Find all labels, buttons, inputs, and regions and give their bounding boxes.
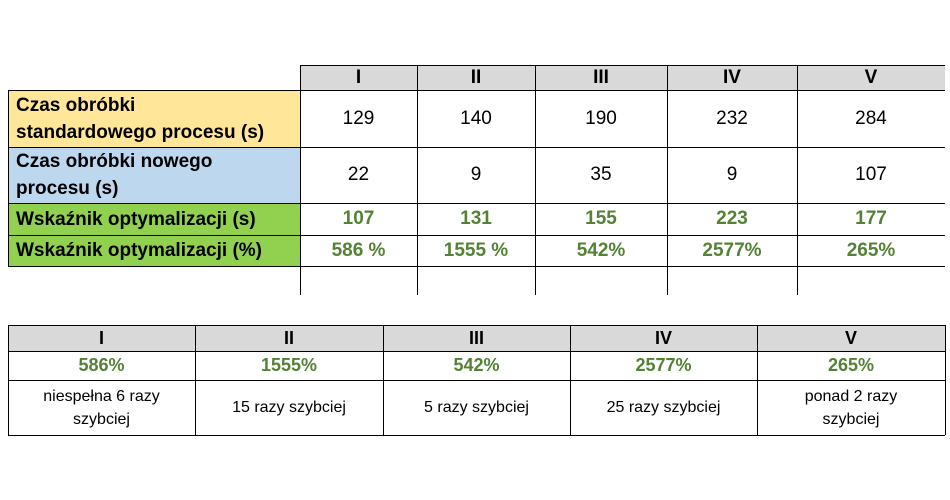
border	[8, 203, 945, 204]
border	[8, 90, 945, 91]
description-cell: 5 razy szybciej	[424, 399, 529, 416]
value-cell: 155	[585, 208, 617, 229]
value-cell: 223	[716, 208, 748, 229]
value-cell: 232	[716, 107, 748, 129]
percent-cell: 586%	[78, 355, 125, 375]
label-line: procesu (s)	[16, 178, 119, 199]
label-line: Wskaźnik optymalizacji (s)	[16, 208, 256, 230]
border	[8, 266, 945, 267]
border	[8, 325, 945, 326]
border	[8, 325, 9, 435]
value-cell: 265%	[846, 239, 896, 261]
row-label: Czas obróbki standardowego procesu (s)	[8, 90, 300, 147]
value-cell: 586 %	[331, 239, 386, 261]
value-cell: 284	[855, 107, 887, 129]
border	[797, 65, 798, 295]
description-cell: 15 razy szybciej	[232, 399, 346, 416]
border	[383, 325, 384, 435]
column-header: V	[757, 325, 945, 351]
border	[535, 65, 536, 295]
border	[945, 325, 946, 435]
value-cell: 190	[585, 107, 617, 129]
column-header: V	[797, 65, 945, 90]
value-cell: 129	[342, 107, 375, 129]
label-line: standardowego procesu (s)	[16, 121, 265, 143]
row-label: Wskaźnik optymalizacji (s)	[8, 203, 300, 235]
border	[195, 325, 196, 435]
label-line: Wskaźnik optymalizacji (%)	[16, 240, 263, 261]
column-header: III	[383, 325, 570, 351]
column-header: IV	[570, 325, 757, 351]
column-header: I	[8, 325, 195, 351]
border	[300, 65, 301, 295]
value-cell: 107	[855, 164, 887, 185]
value-cell: 35	[590, 164, 612, 185]
percent-cell: 542%	[453, 355, 500, 375]
border	[667, 65, 668, 295]
row-label: Czas obróbki nowego procesu (s)	[8, 147, 300, 203]
border	[8, 147, 945, 148]
percent-cell: 2577%	[635, 355, 692, 375]
description-cell: 25 razy szybciej	[606, 399, 721, 416]
border	[8, 435, 945, 436]
border	[8, 351, 945, 352]
description-cell: niespełna 6 razy szybciej	[43, 387, 160, 428]
border	[417, 65, 418, 295]
border	[8, 235, 945, 236]
value-cell: 177	[855, 208, 887, 229]
border	[570, 325, 571, 435]
border	[8, 380, 945, 381]
percent-cell: 265%	[827, 355, 875, 375]
column-header: II	[195, 325, 383, 351]
column-header: I	[300, 65, 417, 90]
description-cell: ponad 2 razy szybciej	[804, 387, 898, 428]
column-header: II	[417, 65, 535, 90]
value-cell: 9	[726, 164, 738, 185]
column-header: IV	[667, 65, 797, 90]
value-cell: 140	[460, 107, 492, 129]
border	[757, 325, 758, 435]
value-cell: 2577%	[702, 239, 762, 261]
border	[300, 65, 945, 66]
value-cell: 22	[347, 164, 370, 185]
row-label: Wskaźnik optymalizacji (%)	[8, 235, 300, 266]
value-cell: 131	[460, 208, 492, 229]
label-line: Czas obróbki nowego	[16, 151, 213, 172]
value-cell: 1555 %	[443, 239, 509, 261]
label-line: Czas obróbki	[16, 94, 136, 116]
border	[8, 90, 9, 266]
value-cell: 542%	[576, 239, 626, 261]
column-header: III	[535, 65, 667, 90]
value-cell: 107	[342, 208, 375, 229]
value-cell: 9	[470, 164, 482, 185]
percent-cell: 1555%	[260, 355, 318, 375]
